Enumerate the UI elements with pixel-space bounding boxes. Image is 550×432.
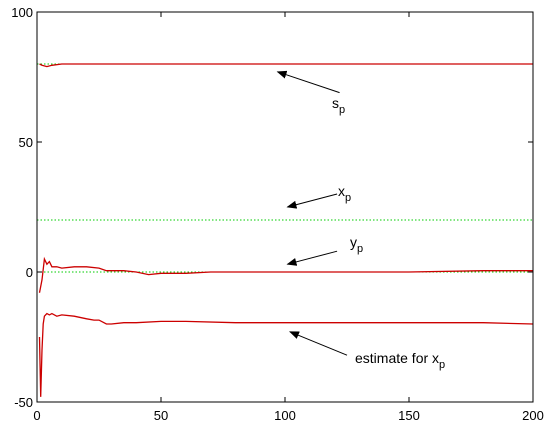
series-line-y-p-estimate	[38, 256, 533, 293]
y-tick-label: 0	[26, 265, 33, 280]
annotation-arrow-x-p	[286, 193, 338, 209]
annotation-label-x-p: xp	[338, 183, 351, 204]
x-tick-label: 50	[154, 408, 168, 423]
series-line-x-p-estimate	[38, 312, 533, 397]
series-line-s-p-estimate	[39, 63, 533, 68]
annotation-label-y-p: yp	[350, 234, 363, 255]
y-tick-label: 50	[19, 135, 33, 150]
annotation-label-x-p-estimate: estimate for xp	[355, 350, 445, 371]
annotation-arrow-y-p	[286, 250, 338, 266]
x-tick-label: 150	[398, 408, 420, 423]
annotation-arrow-s-p	[276, 70, 340, 94]
x-tick-label: 0	[33, 408, 40, 423]
annotations: sp xp yp estimate for xp	[276, 70, 445, 371]
x-tick-label: 200	[522, 408, 544, 423]
x-tick-label: 100	[274, 408, 296, 423]
plot-frame	[36, 11, 534, 403]
y-tick-label: -50	[14, 395, 33, 410]
annotation-arrow-x-p-estimate	[289, 331, 348, 356]
y-tick-label: 100	[11, 5, 33, 20]
plot-area	[37, 63, 533, 397]
annotation-label-s-p: sp	[332, 95, 345, 116]
